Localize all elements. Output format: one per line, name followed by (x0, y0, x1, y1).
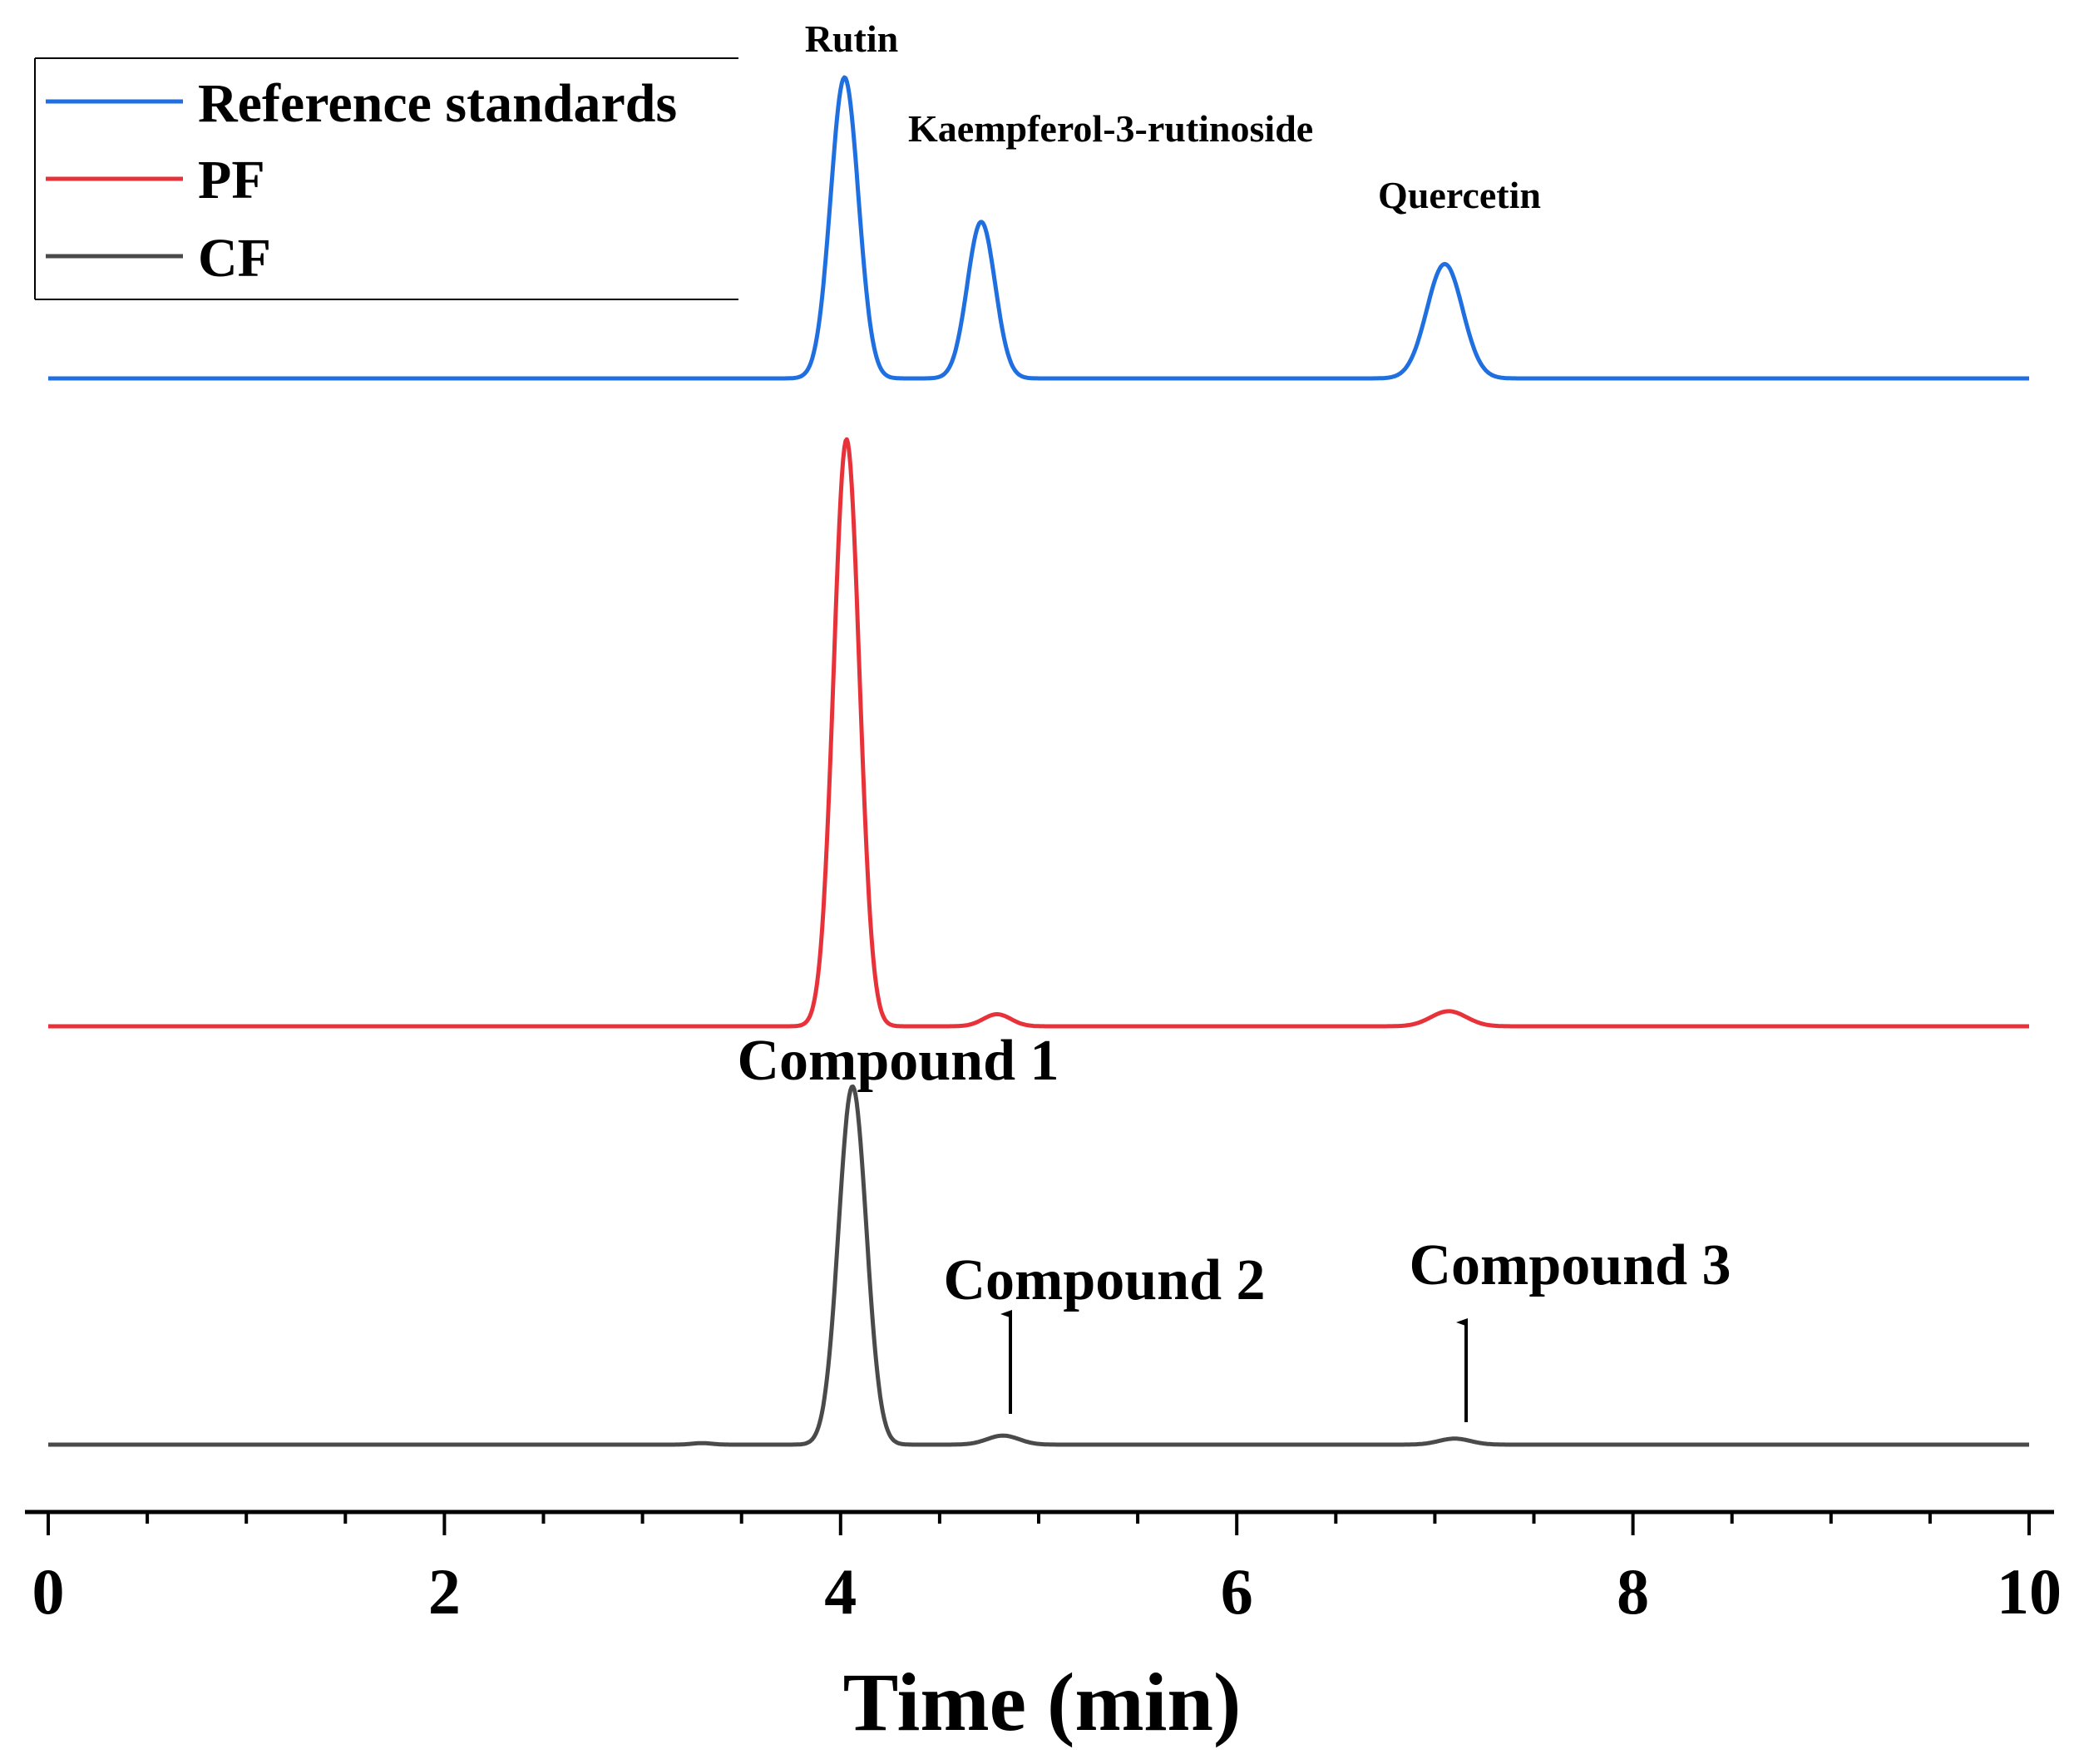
peak-label-kaempferol: Kaempferol-3-rutinoside (908, 107, 1313, 150)
compound-label-3: Compound 3 (1409, 1233, 1731, 1297)
peak-label-rutin: Rutin (805, 17, 898, 60)
x-axis-title: Time (min) (843, 1656, 1242, 1748)
series-line-cf (47, 1085, 2030, 1447)
x-tick-label: 6 (1221, 1555, 1253, 1628)
legend-label-cf: CF (198, 228, 271, 289)
x-tick-label: 8 (1617, 1555, 1649, 1628)
x-tick-label: 0 (32, 1555, 65, 1628)
x-tick-label: 10 (1997, 1555, 2062, 1628)
x-tick-label: 2 (428, 1555, 461, 1628)
series-line-reference (47, 75, 2030, 381)
compound-label-1: Compound 1 (737, 1029, 1059, 1093)
compound-label-2: Compound 2 (943, 1248, 1265, 1312)
legend-label-reference: Reference standards (198, 73, 677, 134)
peak-label-quercetin: Quercetin (1378, 174, 1541, 216)
x-tick-label: 4 (824, 1555, 857, 1628)
series-line-pf (47, 437, 2030, 1029)
legend: Reference standards PF CF (34, 57, 738, 300)
legend-label-pf: PF (198, 150, 265, 210)
x-axis: 0 2 4 6 8 10 (25, 1510, 2062, 1628)
